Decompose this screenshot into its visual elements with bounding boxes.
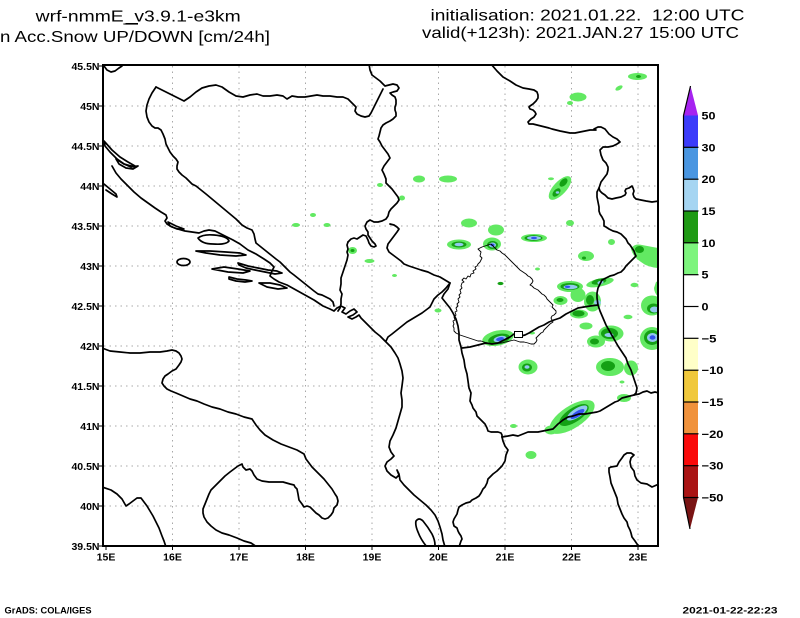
svg-text:41N: 41N <box>80 421 99 433</box>
svg-text:initialisation: 2021.01.22. 1: initialisation: 2021.01.22. 12:00 UTC <box>431 7 745 24</box>
svg-text:−20: −20 <box>702 429 724 441</box>
svg-text:10: 10 <box>702 238 716 250</box>
svg-text:20: 20 <box>702 174 716 186</box>
svg-text:−50: −50 <box>702 493 724 505</box>
svg-text:0: 0 <box>702 302 709 314</box>
svg-text:50: 50 <box>702 110 716 122</box>
svg-text:5: 5 <box>702 270 709 282</box>
svg-text:−5: −5 <box>702 333 717 345</box>
svg-text:23E: 23E <box>629 552 648 564</box>
svg-text:39.5N: 39.5N <box>71 541 99 553</box>
svg-text:43N: 43N <box>80 261 99 273</box>
svg-text:−15: −15 <box>702 397 724 409</box>
svg-text:15: 15 <box>702 206 716 218</box>
svg-text:17E: 17E <box>230 552 249 564</box>
svg-text:45.5N: 45.5N <box>71 61 99 73</box>
svg-text:19E: 19E <box>363 552 382 564</box>
svg-text:44.5N: 44.5N <box>71 141 99 153</box>
svg-text:40.5N: 40.5N <box>71 461 99 473</box>
svg-text:GrADS: COLA/IGES: GrADS: COLA/IGES <box>5 606 92 617</box>
svg-text:42N: 42N <box>80 341 99 353</box>
svg-text:15E: 15E <box>97 552 116 564</box>
svg-text:21E: 21E <box>496 552 515 564</box>
svg-text:−10: −10 <box>702 365 724 377</box>
svg-text:22E: 22E <box>562 552 581 564</box>
svg-text:n Acc.Snow UP/DOWN [cm/24h]: n Acc.Snow UP/DOWN [cm/24h] <box>0 29 270 46</box>
svg-text:2021-01-22-22:23: 2021-01-22-22:23 <box>683 606 778 617</box>
svg-text:30: 30 <box>702 142 716 154</box>
svg-text:wrf-nmmE_v3.9.1-e3km: wrf-nmmE_v3.9.1-e3km <box>34 8 240 25</box>
svg-text:16E: 16E <box>163 552 182 564</box>
svg-text:40N: 40N <box>80 501 99 513</box>
svg-text:45N: 45N <box>80 101 99 113</box>
svg-text:20E: 20E <box>429 552 448 564</box>
svg-text:43.5N: 43.5N <box>71 221 99 233</box>
svg-text:18E: 18E <box>296 552 315 564</box>
svg-text:41.5N: 41.5N <box>71 381 99 393</box>
svg-text:valid(+123h): 2021.JAN.27 15:0: valid(+123h): 2021.JAN.27 15:00 UTC <box>422 25 739 42</box>
svg-text:−30: −30 <box>702 461 724 473</box>
svg-text:42.5N: 42.5N <box>71 301 99 313</box>
svg-text:44N: 44N <box>80 181 99 193</box>
